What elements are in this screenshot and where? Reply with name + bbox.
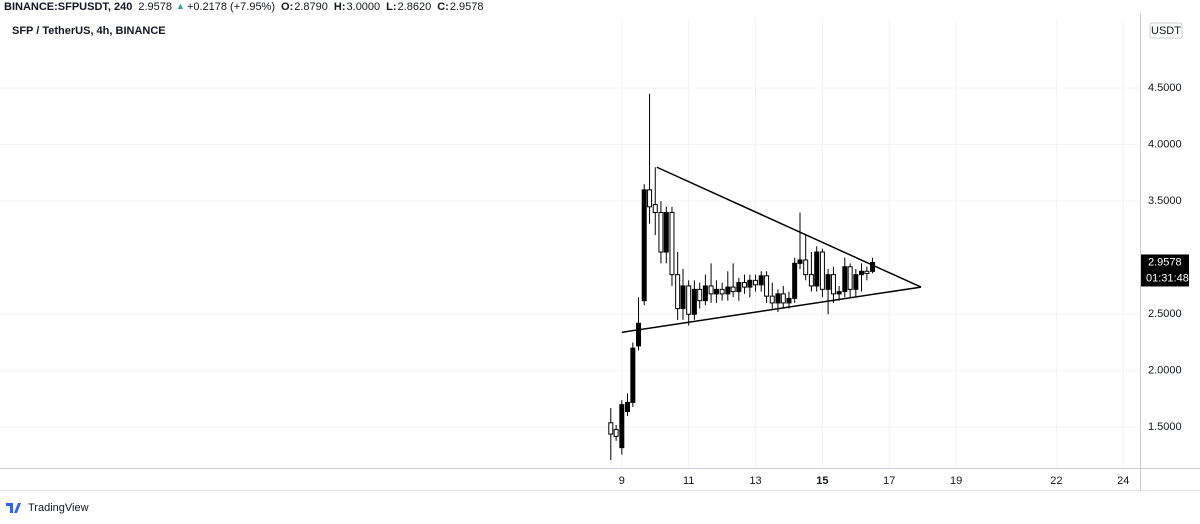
- y-tick-label: 4.0000: [1148, 139, 1182, 151]
- candle-body: [797, 259, 803, 264]
- candle-body: [753, 279, 759, 286]
- candle-body: [742, 282, 748, 288]
- candle-body: [792, 262, 798, 299]
- candle-body: [713, 288, 719, 295]
- candle-body: [675, 274, 681, 310]
- candle-body: [786, 297, 792, 304]
- candle-body: [769, 295, 775, 304]
- candle-body: [636, 322, 642, 347]
- candle-body: [647, 189, 653, 208]
- logo: [6, 503, 21, 513]
- candle-body: [780, 293, 786, 304]
- candle-body: [691, 288, 697, 315]
- candle-body: [775, 293, 781, 304]
- candle-body: [680, 285, 686, 310]
- candle-body: [630, 347, 636, 403]
- branding: TradingView: [28, 502, 89, 514]
- candle-body: [619, 404, 625, 449]
- x-tick-label: 17: [883, 475, 895, 487]
- x-tick-label: 13: [749, 475, 761, 487]
- last-price-box: [1141, 254, 1189, 271]
- currency-label[interactable]: USDT: [1151, 25, 1181, 37]
- candle-body: [758, 275, 764, 286]
- candle-body: [725, 286, 731, 295]
- candle-body: [658, 211, 664, 253]
- ohlc-value: 2.8620: [398, 1, 432, 13]
- candle-body: [708, 285, 714, 295]
- candle-body: [803, 259, 809, 276]
- y-tick-label: 1.5000: [1148, 421, 1182, 433]
- countdown-label: 01:31:48: [1146, 272, 1189, 284]
- y-tick-label: 3.5000: [1148, 195, 1182, 207]
- candle-body: [819, 251, 825, 290]
- candle-body: [814, 251, 820, 287]
- x-tick-label: 9: [619, 475, 625, 487]
- x-tick-label: 24: [1117, 475, 1129, 487]
- candle-body: [847, 266, 853, 290]
- header-arrow: ▲: [176, 1, 185, 11]
- candle-body: [686, 285, 692, 315]
- countdown-box: [1141, 270, 1189, 287]
- candle-body: [613, 429, 619, 437]
- header-change: +0.2178 (+7.95%): [187, 1, 275, 13]
- ohlc-key: O:: [281, 1, 293, 13]
- candle-body: [853, 274, 859, 290]
- currency-box[interactable]: [1149, 22, 1183, 39]
- candle-body: [842, 266, 848, 293]
- candle-body: [608, 422, 614, 435]
- candle-body: [730, 286, 736, 293]
- header: BINANCE:SFPUSDT, 240 2.9578 ▲ +0.2178 (+7.9…: [4, 1, 483, 13]
- y-tick-label: 2.5000: [1148, 308, 1182, 320]
- candle-body: [669, 211, 675, 276]
- candle-body: [625, 401, 631, 412]
- candle-body: [870, 261, 876, 272]
- x-tick-label: 19: [950, 475, 962, 487]
- ohlc-value: 2.9578: [450, 1, 484, 13]
- header-price: 2.9578: [138, 1, 172, 13]
- candle-body: [825, 274, 831, 290]
- x-tick-label: 11: [683, 475, 694, 487]
- y-tick-label: 2.0000: [1148, 365, 1182, 377]
- candle-body: [736, 282, 742, 293]
- candle-body: [764, 275, 770, 297]
- candle-body: [830, 274, 836, 295]
- candle-body: [663, 211, 669, 253]
- y-tick-label: 4.5000: [1148, 82, 1182, 94]
- x-tick-label: 15: [816, 475, 828, 487]
- ohlc-value: 3.0000: [347, 1, 381, 13]
- candle-body: [702, 285, 708, 302]
- candle-body: [719, 288, 725, 295]
- candle-body: [697, 288, 703, 302]
- trendline: [621, 286, 922, 334]
- candle-body: [836, 291, 842, 295]
- candle-body: [808, 274, 814, 287]
- candle-body: [747, 279, 753, 288]
- chart-title: SFP / TetherUS, 4h, BINANCE: [12, 25, 166, 37]
- ohlc-key: L:: [386, 1, 396, 13]
- candle-body: [864, 270, 870, 275]
- ohlc-key: C:: [437, 1, 449, 13]
- candle-body: [859, 270, 865, 276]
- candle-body: [641, 189, 647, 302]
- x-tick-label: 22: [1050, 475, 1062, 487]
- candle-body: [652, 204, 658, 213]
- last-price-label: 2.9578: [1148, 256, 1182, 268]
- trendline: [656, 166, 922, 288]
- ohlc-value: 2.8790: [294, 1, 328, 13]
- symbol: BINANCE:SFPUSDT, 240: [4, 1, 132, 13]
- ohlc-key: H:: [334, 1, 346, 13]
